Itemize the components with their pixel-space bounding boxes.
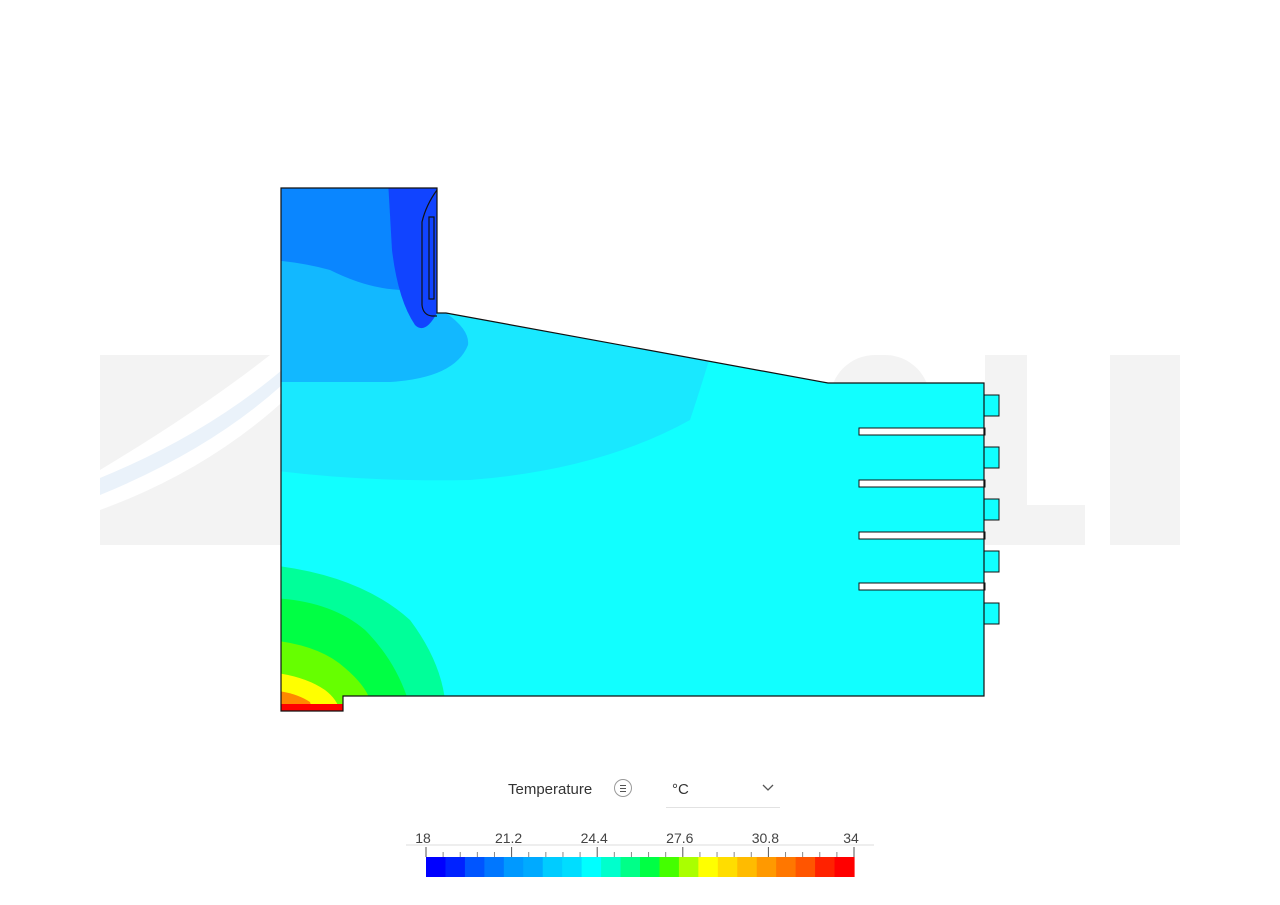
domain-outline xyxy=(280,187,985,712)
color-scale-swatch xyxy=(445,857,466,877)
quantity-menu-button[interactable] xyxy=(614,779,632,797)
fin-slot xyxy=(858,531,986,540)
temperature-field xyxy=(281,188,984,711)
chevron-down-icon xyxy=(762,784,774,791)
inlet-vent-lip xyxy=(421,189,438,317)
field-region-inlet-side xyxy=(281,188,405,290)
color-scale-swatch xyxy=(795,857,816,877)
scale-tick-label: 21.2 xyxy=(494,830,523,846)
color-scale-swatch xyxy=(678,857,699,877)
inlet-vent-slot xyxy=(428,216,435,300)
outlet-port xyxy=(983,602,1000,625)
fin-slot xyxy=(858,479,986,488)
field-region-inlet-core xyxy=(388,188,437,328)
color-scale-swatch xyxy=(620,857,641,877)
watermark-swoosh-top xyxy=(100,355,270,470)
color-scale-swatch xyxy=(776,857,797,877)
outlet-ports xyxy=(983,394,1000,625)
unit-select[interactable]: °C xyxy=(666,770,780,808)
color-scale-swatch xyxy=(581,857,602,877)
scale-tick-label: 27.6 xyxy=(666,830,694,846)
watermark-letter xyxy=(1110,355,1180,545)
scale-tick-label: 30.8 xyxy=(751,830,780,846)
inlet-vent xyxy=(421,189,438,317)
color-scale xyxy=(406,844,874,877)
quantity-label: Temperature xyxy=(508,781,593,798)
heat-contour-max xyxy=(281,704,350,711)
color-scale-swatch xyxy=(426,857,447,877)
color-scale-swatch xyxy=(717,857,738,877)
scale-tick-label: 18 xyxy=(415,830,431,846)
legend-header: Temperature °C xyxy=(400,770,880,810)
color-scale-swatch xyxy=(659,857,680,877)
color-scale-swatch xyxy=(464,857,485,877)
scale-tick-label: 24.4 xyxy=(580,830,608,846)
color-scale-swatch xyxy=(737,857,758,877)
outlet-port xyxy=(983,550,1000,573)
fin-slots xyxy=(858,427,986,591)
color-scale-swatch xyxy=(640,857,661,877)
color-scale-swatch xyxy=(698,857,719,877)
watermark-swoosh-accent xyxy=(100,370,282,495)
watermark-letter xyxy=(985,505,1085,545)
color-scale-swatch xyxy=(601,857,622,877)
watermark-swoosh-bottom xyxy=(100,395,290,545)
outlet-port xyxy=(983,446,1000,469)
color-scale-swatch xyxy=(834,857,855,877)
result-legend: Temperature °C 18 21.2 24.4 27.6 30.8 34 xyxy=(400,770,880,895)
scale-tick-label: 34 xyxy=(843,830,859,846)
outlet-port xyxy=(983,498,1000,521)
color-scale-swatch xyxy=(503,857,524,877)
color-scale-swatch xyxy=(756,857,777,877)
color-scale-swatch xyxy=(484,857,505,877)
color-scale-swatch xyxy=(815,857,836,877)
fin-slot xyxy=(858,582,986,591)
color-scale-swatch xyxy=(542,857,563,877)
color-scale-swatch xyxy=(562,857,583,877)
color-scale-swatch xyxy=(523,857,544,877)
outlet-port xyxy=(983,394,1000,417)
fin-slot xyxy=(858,427,986,436)
unit-value: °C xyxy=(672,781,689,798)
